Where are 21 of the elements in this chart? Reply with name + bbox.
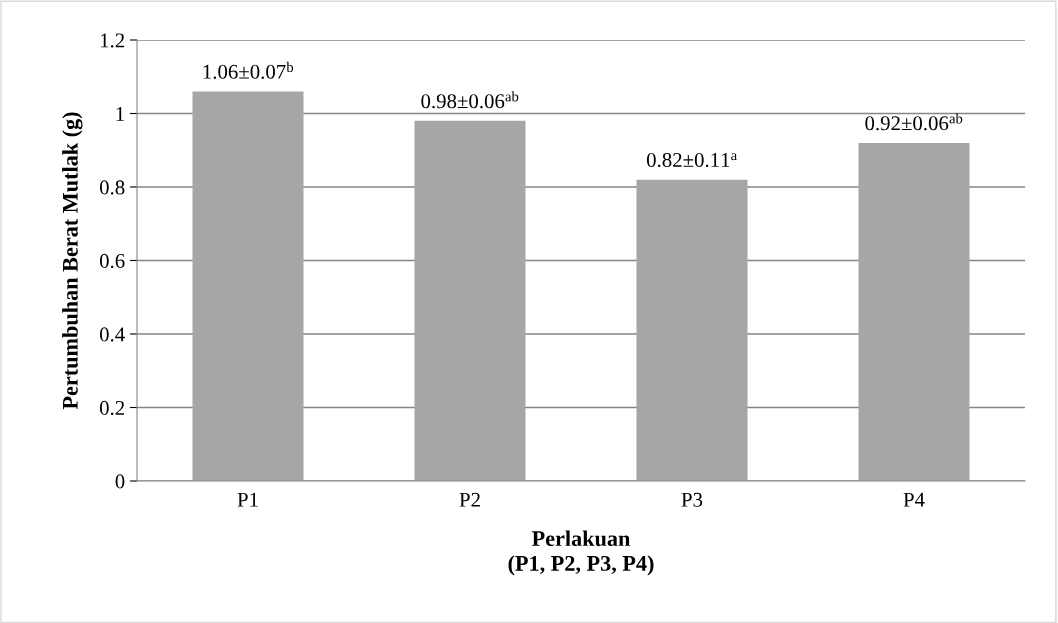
- y-tick-label: 0.6: [99, 253, 125, 269]
- bar: [858, 142, 970, 481]
- x-tick-label: P4: [903, 492, 925, 507]
- bar: [636, 179, 748, 481]
- bar: [192, 91, 304, 481]
- y-tick-label: 1.2: [100, 33, 125, 48]
- x-tick-label: P1: [237, 492, 258, 507]
- y-tick-label: 0: [115, 474, 125, 489]
- x-axis-title: Perlakuan (P1, P2, P3, P4): [508, 530, 654, 576]
- data-label: 0.92±0.06$^{ab}$: [865, 113, 963, 131]
- y-axis-title: Pertumbuhan Berat Mutlak (g): [62, 112, 83, 410]
- bar: [414, 120, 526, 481]
- data-label: 0.98±0.06$^{ab}$: [421, 91, 519, 109]
- y-tick-label: 0.4: [99, 327, 125, 342]
- y-tick-label: 0.2: [99, 400, 125, 416]
- data-label: 1.06±0.07$^{b}$: [203, 61, 294, 79]
- x-tick-label: P2: [459, 492, 480, 507]
- y-tick-label: 1: [116, 106, 124, 121]
- y-tick-label: 0.8: [99, 180, 125, 195]
- x-tick-label: P3: [681, 492, 703, 507]
- data-label: 0.82±0.11$^{a}$: [646, 152, 737, 168]
